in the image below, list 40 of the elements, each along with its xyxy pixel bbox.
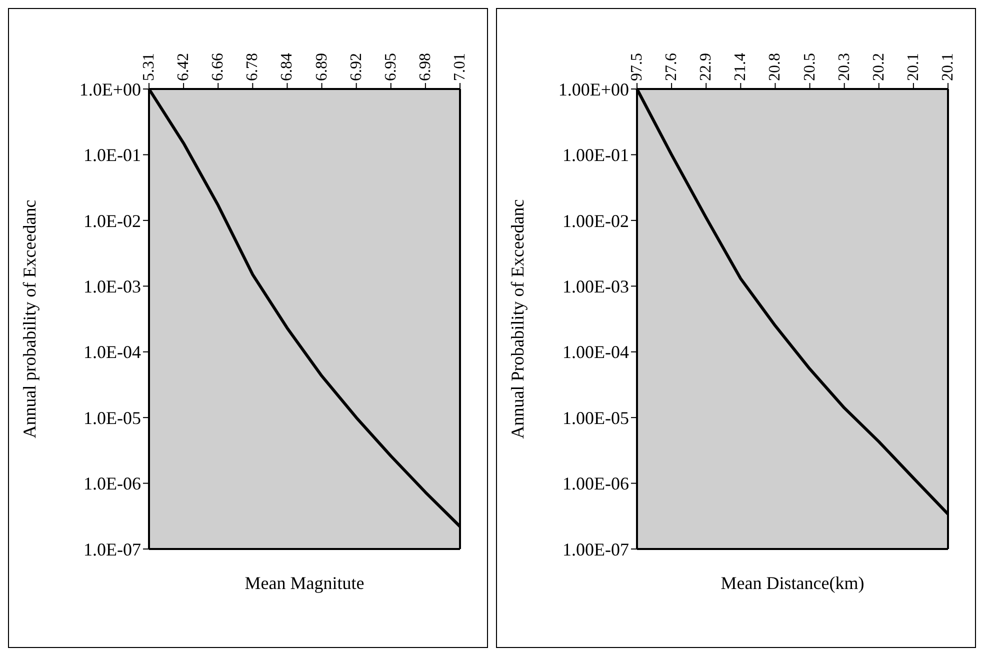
x-tick-label: 20.5 (801, 53, 818, 81)
y-tick-label: 1.00E-04 (562, 342, 629, 362)
y-tick-label: 1.0E-04 (84, 342, 141, 362)
y-tick-label: 1.00E-02 (562, 210, 629, 231)
x-tick-label: 6.78 (244, 53, 262, 81)
y-tick-label: 1.0E-01 (84, 145, 141, 166)
x-tick-label: 5.31 (140, 53, 158, 81)
y-tick-label: 1.00E-05 (562, 408, 629, 428)
y-axis-title: Annual Probability of Exceedanc (507, 199, 528, 439)
x-tick-label: 7.01 (452, 53, 468, 81)
x-tick-label: 20.3 (836, 53, 853, 81)
x-tick-label: 22.9 (698, 53, 715, 81)
x-tick-label: 6.84 (278, 53, 296, 81)
y-tick-label: 1.0E-02 (84, 210, 141, 231)
y-tick-label: 1.00E-06 (562, 474, 629, 494)
y-tick-label: 1.00E+00 (558, 79, 629, 100)
x-tick-label: 6.98 (416, 53, 434, 81)
x-axis-title: Mean Distance(km) (720, 573, 864, 593)
x-tick-label: 20.2 (870, 53, 888, 81)
x-tick-label: 97.5 (628, 53, 646, 81)
x-axis-title: Mean Magnitute (244, 573, 364, 593)
x-tick-label: 20.1 (904, 53, 922, 81)
x-tick-label: 20.1 (940, 53, 956, 81)
y-tick-label: 1.00E-03 (562, 276, 629, 297)
y-tick-label: 1.00E-07 (562, 539, 629, 560)
x-tick-label: 6.95 (382, 53, 400, 81)
x-tick-label: 21.4 (732, 53, 750, 81)
y-tick-label: 1.00E-01 (562, 145, 629, 166)
x-tick-label: 20.8 (766, 53, 784, 81)
x-tick-label: 6.66 (210, 53, 227, 81)
y-tick-label: 1.0E-06 (84, 474, 141, 494)
x-tick-label: 6.89 (313, 53, 330, 81)
x-tick-label: 6.92 (348, 53, 365, 81)
y-tick-label: 1.0E-07 (84, 539, 141, 560)
y-tick-label: 1.0E+00 (79, 79, 141, 100)
y-tick-label: 1.0E-05 (84, 408, 141, 428)
y-axis-title: Annual probability of Exceedanc (19, 200, 40, 438)
x-tick-label: 6.42 (175, 53, 192, 81)
x-tick-label: 27.6 (663, 53, 680, 81)
y-tick-label: 1.0E-03 (84, 276, 141, 297)
